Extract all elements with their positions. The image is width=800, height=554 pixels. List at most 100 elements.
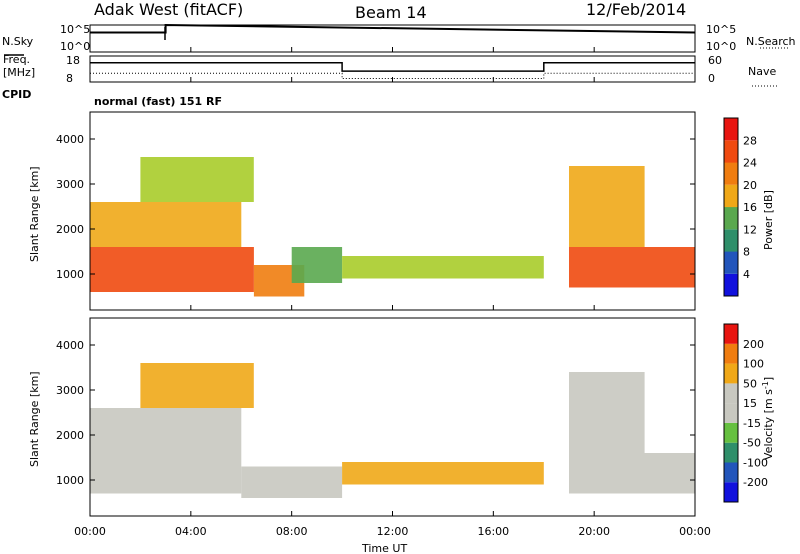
power-colorbar-tick-0: 4 [743, 268, 750, 281]
velocity-colorbar-frame [723, 323, 739, 503]
velocity-colorbar-label: Velocity [m s-1] [761, 377, 775, 460]
velocity-region-1 [90, 408, 242, 453]
power-ytick-label-3: 4000 [56, 133, 84, 146]
velocity-colorbar-tick-5: -50 [743, 437, 761, 450]
velocity-colorbar-cell-3 [724, 422, 738, 443]
velocity-ytick-label-1: 2000 [56, 429, 84, 442]
nsearch-label: N.Search [746, 35, 796, 48]
power-region-4 [291, 247, 343, 283]
power-colorbar-frame [723, 117, 739, 297]
nsearch-tick-bottom: 10^0 [706, 40, 736, 53]
velocity-colorbar-tick-1: 100 [743, 358, 764, 371]
x-tick-label-3: 12:00 [377, 525, 409, 538]
nsky-label: N.Sky [2, 35, 34, 48]
freq-label: Freq. [3, 53, 30, 66]
power-colorbar-cell-0 [724, 273, 738, 297]
nave-trace [90, 72, 695, 79]
velocity-colorbar-cell-7 [724, 343, 738, 364]
velocity-region-0 [90, 453, 242, 494]
velocity-colorbar-cell-6 [724, 363, 738, 384]
power-region-0 [90, 247, 254, 292]
velocity-panel: 1000 2000 3000 4000 Slant Range [km] 200 100… [28, 317, 775, 517]
cpid-label: CPID [2, 88, 31, 101]
nave-label: Nave [748, 65, 776, 78]
power-marks [90, 157, 695, 297]
velocity-ytick-label-2: 3000 [56, 384, 84, 397]
velocity-units-sup: -1 [761, 381, 770, 389]
velocity-region-4 [342, 462, 544, 485]
x-axis-label: Time UT [361, 542, 407, 554]
nsky-trace [90, 23, 696, 34]
nsky-tick-top: 10^5 [60, 23, 90, 36]
x-tick-label-0: 00:00 [74, 525, 106, 538]
power-colorbar-tick-1: 8 [743, 246, 750, 259]
power-ylabel: Slant Range [km] [28, 166, 41, 262]
velocity-ytick-label-3: 4000 [56, 339, 84, 352]
velocity-colorbar-cell-8 [724, 324, 738, 344]
station-title: Adak West (fitACF) [94, 0, 243, 19]
nsky-panel: N.Sky 10^5 10^0 10^5 10^0 N.Search [2, 23, 796, 56]
power-colorbar-tick-3: 16 [743, 201, 757, 214]
velocity-colorbar-tick-3: 15 [743, 397, 757, 410]
nsearch-tick-top: 10^5 [706, 23, 736, 36]
freq-trace [90, 62, 695, 72]
velocity-region-5 [569, 453, 695, 494]
velocity-colorbar-cell-0 [724, 482, 738, 502]
freq-units: [MHz] [3, 66, 35, 79]
power-colorbar-cell-3 [724, 207, 738, 230]
beam-title: Beam 14 [355, 3, 427, 22]
freq-tick-bottom: 8 [66, 72, 73, 85]
x-tick-label-6: 00:00 [679, 525, 711, 538]
power-region-2 [140, 157, 254, 202]
power-colorbar-cell-2 [724, 229, 738, 252]
power-colorbar-tick-5: 24 [743, 157, 757, 170]
power-colorbar-cell-5 [724, 162, 738, 185]
velocity-colorbar-cell-1 [724, 462, 738, 483]
velocity-colorbar-tick-2: 50 [743, 377, 757, 390]
nave-tick-top: 60 [708, 54, 722, 67]
velocity-units-end: ] [762, 377, 775, 381]
power-region-6 [569, 247, 695, 288]
date-title: 12/Feb/2014 [586, 0, 686, 19]
velocity-colorbar-tick-4: -15 [743, 417, 761, 430]
velocity-colorbar-tick-0: 200 [743, 338, 764, 351]
power-colorbar-cell-6 [724, 140, 738, 163]
velocity-units-main: Velocity [m s [762, 389, 775, 460]
velocity-colorbar-cell-4 [724, 403, 738, 423]
power-colorbar-cell-4 [724, 184, 738, 208]
velocity-colorbar-tick-7: -200 [743, 476, 768, 489]
power-ytick-label-1: 2000 [56, 223, 84, 236]
velocity-ylabel: Slant Range [km] [28, 371, 41, 467]
velocity-marks [90, 363, 695, 498]
power-colorbar-label: Power [dB] [762, 190, 775, 250]
nsky-tick-bottom: 10^0 [60, 40, 90, 53]
power-y-ticks: 1000 2000 3000 4000 [56, 133, 695, 281]
velocity-region-2 [140, 363, 254, 408]
velocity-y-ticks: 1000 2000 3000 4000 [56, 339, 695, 487]
power-panel: 1000 2000 3000 4000 Slant Range [km] 4 8 12 16… [28, 111, 775, 311]
power-ytick-label-2: 3000 [56, 178, 84, 191]
power-region-5 [342, 256, 544, 279]
mode-label: normal (fast) 151 RF [94, 95, 222, 108]
freq-tick-top: 18 [66, 54, 80, 67]
x-tick-label-1: 04:00 [175, 525, 207, 538]
power-colorbar-tick-4: 20 [743, 179, 757, 192]
x-tick-label-2: 08:00 [276, 525, 308, 538]
power-colorbar: 4 8 12 16 20 24 28 [723, 117, 757, 297]
power-ytick-label-0: 1000 [56, 268, 84, 281]
freq-panel: Freq. [MHz] 18 8 60 0 Nave [3, 53, 778, 87]
velocity-colorbar: 200 100 50 15 -15 -50 -100 -200 [723, 323, 768, 503]
velocity-region-3 [241, 466, 343, 498]
power-region-1 [90, 202, 242, 247]
velocity-ytick-label-0: 1000 [56, 474, 84, 487]
velocity-colorbar-cell-5 [724, 383, 738, 404]
power-colorbar-tick-6: 28 [743, 134, 757, 147]
velocity-colorbar-tick-6: -100 [743, 456, 768, 469]
power-colorbar-cell-7 [724, 118, 738, 141]
power-region-7 [569, 166, 645, 247]
velocity-colorbar-cell-2 [724, 442, 738, 463]
x-axis: 00:00 04:00 08:00 12:00 16:00 20:00 00:00 [74, 47, 711, 538]
nave-tick-bottom: 0 [708, 72, 715, 85]
velocity-region-6 [569, 372, 645, 453]
